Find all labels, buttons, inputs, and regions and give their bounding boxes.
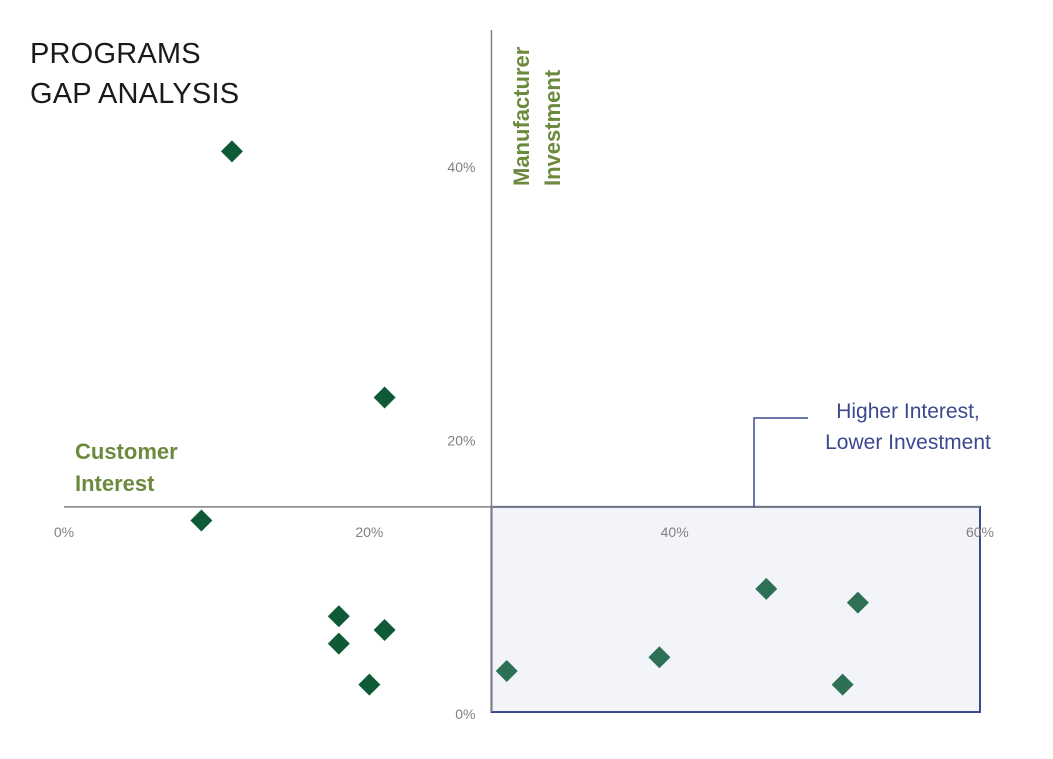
highlight-annotation-line-2: Lower Investment (825, 431, 991, 454)
annotation-connector (753, 417, 808, 507)
data-point (220, 140, 243, 163)
data-point (755, 577, 778, 600)
y-axis-label: Manufacturer Investment (506, 47, 568, 186)
data-point (358, 673, 381, 696)
y-tick-label: 0% (455, 706, 475, 722)
y-tick-label: 20% (447, 433, 475, 449)
data-point (373, 386, 396, 409)
x-tick-label: 60% (966, 524, 994, 540)
highlight-annotation-line-1: Higher Interest, (836, 400, 980, 423)
x-tick-label: 20% (355, 524, 383, 540)
y-axis-label-line-2: Investment (540, 69, 565, 186)
x-axis-label-line-1: Customer (75, 439, 178, 464)
data-point (327, 632, 350, 655)
x-axis-label-line-2: Interest (75, 471, 155, 496)
y-axis-label-line-1: Manufacturer (509, 46, 534, 186)
title-line-2: GAP ANALYSIS (30, 78, 240, 110)
data-point (831, 673, 854, 696)
data-point (648, 646, 671, 669)
title-line-1: PROGRAMS (30, 38, 201, 70)
x-axis-label: Customer Interest (75, 436, 178, 500)
data-point (327, 605, 350, 628)
data-point (495, 659, 518, 682)
x-tick-label: 40% (661, 524, 689, 540)
chart-title: PROGRAMS GAP ANALYSIS (30, 34, 239, 114)
x-tick-label: 0% (54, 524, 74, 540)
y-tick-label: 40% (447, 159, 475, 175)
data-point (846, 591, 869, 614)
data-point (190, 509, 213, 532)
highlight-annotation: Higher Interest, Lower Investment (808, 396, 1008, 458)
data-point (373, 618, 396, 641)
highlight-region (490, 505, 981, 713)
